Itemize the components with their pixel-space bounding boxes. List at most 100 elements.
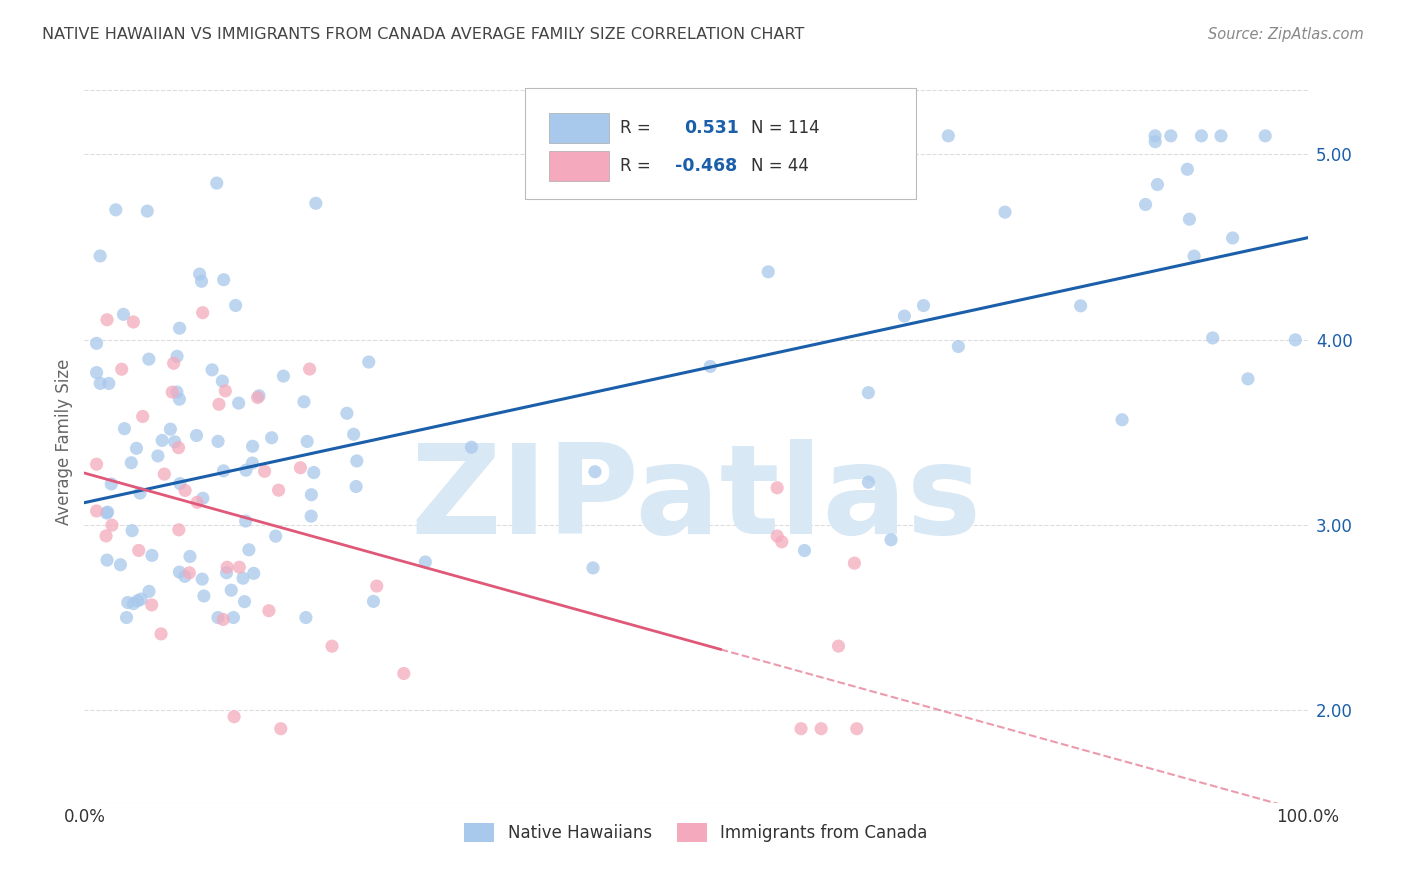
Point (186, 428, 208, 442)
Point (117, 595, 139, 609)
Point (1222, 231, 1244, 245)
Point (129, 486, 152, 500)
Point (844, 556, 866, 570)
Point (131, 409, 153, 424)
Point (343, 427, 366, 442)
Point (111, 362, 134, 376)
Point (173, 569, 195, 583)
Point (366, 579, 388, 593)
Point (212, 464, 235, 478)
Point (120, 456, 142, 470)
Point (212, 273, 235, 287)
Point (246, 391, 269, 405)
Point (1182, 249, 1205, 263)
Point (150, 434, 173, 448)
Point (1191, 128, 1213, 143)
Point (97, 505, 120, 519)
Point (94, 529, 117, 543)
Point (212, 612, 235, 626)
Point (122, 597, 145, 611)
Point (302, 466, 325, 480)
Point (86, 504, 108, 518)
Point (89, 376, 111, 391)
Point (1144, 128, 1167, 143)
Point (136, 204, 159, 219)
Text: -0.468: -0.468 (675, 157, 737, 175)
Point (766, 481, 789, 495)
Point (253, 464, 276, 478)
Point (1160, 128, 1182, 143)
Point (292, 394, 315, 409)
Point (163, 356, 186, 370)
Point (1237, 372, 1260, 386)
Point (225, 298, 247, 312)
Point (415, 555, 437, 569)
Point (214, 384, 236, 398)
FancyBboxPatch shape (550, 151, 609, 181)
Point (1144, 135, 1167, 149)
Point (363, 594, 385, 608)
Point (793, 543, 815, 558)
Point (295, 434, 318, 449)
Point (321, 639, 343, 653)
Point (790, 722, 813, 736)
Point (97, 376, 120, 391)
Text: Source: ZipAtlas.com: Source: ZipAtlas.com (1208, 27, 1364, 42)
Point (299, 488, 322, 502)
Point (1070, 299, 1092, 313)
Point (235, 514, 257, 528)
Point (770, 534, 793, 549)
Point (96, 506, 118, 520)
Point (936, 128, 959, 143)
Point (298, 362, 321, 376)
Point (582, 561, 605, 575)
Y-axis label: Average Family Size: Average Family Size (55, 359, 73, 524)
Text: ZIPatlas: ZIPatlas (411, 439, 981, 560)
Point (110, 558, 132, 572)
Text: R =: R = (620, 157, 651, 175)
Point (211, 374, 233, 388)
Point (1202, 331, 1225, 345)
Point (912, 299, 935, 313)
Point (1177, 162, 1199, 177)
Point (141, 549, 163, 563)
Point (86, 457, 108, 471)
Point (169, 321, 191, 335)
Point (299, 509, 322, 524)
Point (219, 583, 242, 598)
Point (336, 406, 359, 420)
Point (128, 543, 150, 558)
Point (121, 524, 143, 538)
Point (193, 589, 215, 603)
Point (159, 422, 181, 436)
Point (267, 483, 290, 497)
Point (191, 306, 214, 320)
Point (129, 592, 152, 607)
Point (1284, 333, 1306, 347)
Point (215, 566, 238, 580)
Point (748, 168, 770, 182)
Point (290, 460, 312, 475)
Point (217, 560, 239, 574)
Point (264, 529, 287, 543)
Point (201, 363, 224, 377)
Point (86, 336, 108, 351)
Point (1178, 212, 1201, 227)
Point (948, 339, 970, 353)
Point (235, 463, 257, 477)
Point (205, 176, 228, 190)
Point (232, 571, 254, 585)
Point (295, 610, 318, 624)
Text: N = 114: N = 114 (751, 119, 820, 137)
Text: R =: R = (620, 119, 651, 137)
Point (153, 467, 176, 481)
Point (96, 312, 118, 326)
Point (190, 274, 212, 288)
Point (583, 465, 606, 479)
Point (858, 385, 880, 400)
Point (160, 385, 183, 400)
Point (104, 202, 127, 217)
Point (96, 553, 118, 567)
Point (138, 584, 160, 599)
Point (273, 369, 295, 384)
